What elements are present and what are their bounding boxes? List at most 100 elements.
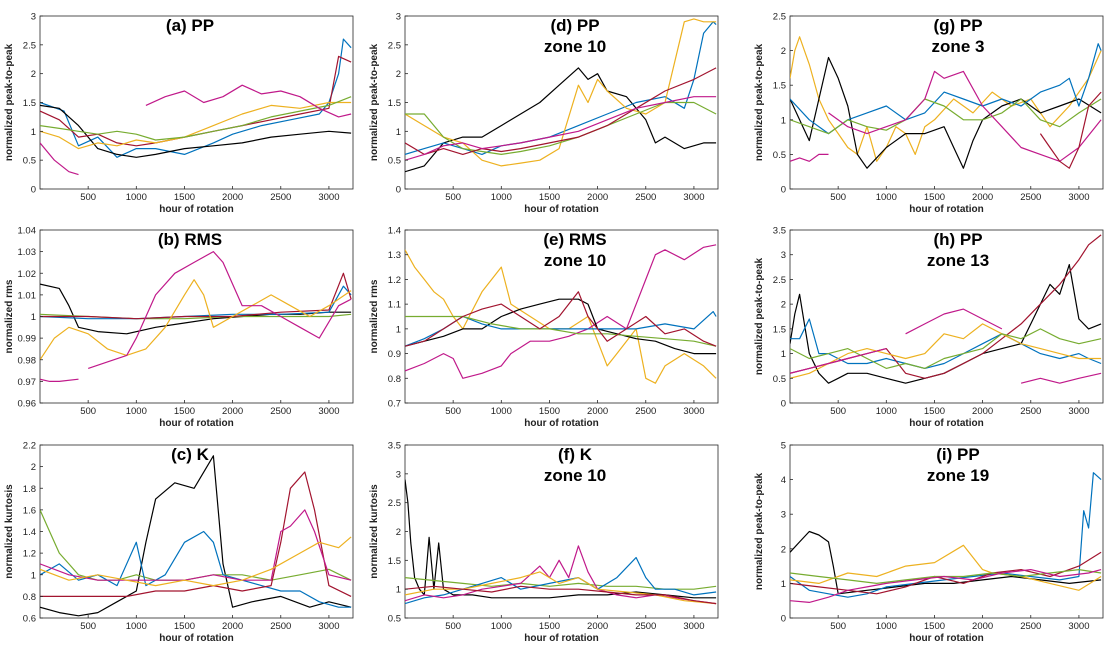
y-tick-label: 1 <box>781 579 786 590</box>
x-tick-label: 3000 <box>318 406 339 417</box>
y-axis-label: normalized peak-to-peak <box>369 43 380 161</box>
y-tick-label: 2 <box>781 544 786 555</box>
y-tick-label: 2 <box>396 527 401 538</box>
y-tick-label: 1.5 <box>23 98 36 109</box>
x-tick-label: 2000 <box>587 621 608 632</box>
x-axis-label: hour of rotation <box>524 204 598 215</box>
x-tick-label: 2500 <box>270 192 291 203</box>
subplot-e: 500 1000 1500 2000 2500 3000 0.7 0.8 0.9 1 1.1 1.2 1… <box>369 226 719 429</box>
y-tick-label: 0 <box>781 185 786 196</box>
subplot-title-g: zone 3 <box>932 37 985 56</box>
x-tick-label: 3000 <box>1068 621 1089 632</box>
y-tick-label: 1.01 <box>18 290 37 301</box>
y-tick-label: 1.04 <box>18 226 37 237</box>
y-tick-label: 1.2 <box>23 549 36 560</box>
x-tick-label: 1000 <box>126 406 147 417</box>
x-tick-label: 1500 <box>174 192 195 203</box>
series-line-e-4 <box>405 315 717 347</box>
subplot-title-f: (f) K <box>558 445 593 464</box>
series-line-c-0 <box>40 455 352 617</box>
y-tick-label: 0.8 <box>23 592 36 603</box>
y-tick-label: 0.96 <box>18 399 37 410</box>
x-axis-label: hour of rotation <box>909 633 983 644</box>
x-tick-label: 500 <box>445 406 461 417</box>
series-line-h-1 <box>790 318 1102 369</box>
series-line-b-0 <box>40 283 352 335</box>
x-tick-label: 2500 <box>1020 192 1041 203</box>
y-tick-label: 2.2 <box>23 441 36 452</box>
y-tick-label: 1.5 <box>773 324 786 335</box>
series-line-c-5 <box>40 536 352 587</box>
y-tick-label: 3.5 <box>773 226 786 237</box>
y-tick-label: 2.5 <box>388 498 401 509</box>
y-tick-label: 4 <box>781 475 786 486</box>
x-tick-label: 2500 <box>270 621 291 632</box>
series-line-b-6 <box>88 251 352 369</box>
x-tick-label: 500 <box>80 192 96 203</box>
series-line-b-2 <box>40 285 352 320</box>
x-tick-label: 500 <box>445 192 461 203</box>
y-tick-label: 0.5 <box>773 150 786 161</box>
x-tick-label: 3000 <box>318 192 339 203</box>
subplot-g: 500 1000 1500 2000 2500 3000 0 0.5 1 1.5 2 2.5 hour … <box>754 12 1104 215</box>
subplot-a: 500 1000 1500 2000 2500 3000 0 0.5 1 1.5 2 2.5 3 hour… <box>4 12 354 215</box>
y-tick-label: 0.6 <box>23 614 36 625</box>
x-tick-label: 2500 <box>270 406 291 417</box>
y-tick-label: 1 <box>396 127 401 138</box>
series-line-e-1 <box>405 244 717 379</box>
x-tick-label: 500 <box>830 192 846 203</box>
x-axis-label: hour of rotation <box>909 204 983 215</box>
x-tick-label: 2000 <box>587 192 608 203</box>
y-tick-label: 0.8 <box>388 374 401 385</box>
series-line-d-4 <box>405 67 717 155</box>
y-tick-label: 0.5 <box>388 614 401 625</box>
x-tick-label: 500 <box>830 406 846 417</box>
subplot-c: 500 1000 1500 2000 2500 3000 0.6 0.8 1 1.2 1.4 1.6 1… <box>4 441 354 644</box>
y-tick-label: 3.5 <box>388 441 401 452</box>
x-tick-label: 2000 <box>222 406 243 417</box>
series-line-h-4 <box>790 328 1102 369</box>
y-tick-label: 2 <box>781 46 786 57</box>
series-line-h-6 <box>905 308 1003 335</box>
x-tick-label: 2000 <box>972 621 993 632</box>
subplot-title-a: (a) PP <box>166 16 214 35</box>
x-tick-label: 1000 <box>876 621 897 632</box>
x-tick-label: 3000 <box>1068 406 1089 417</box>
y-axis-label: normalized peak-to-peak <box>754 43 765 161</box>
series-line-e-2 <box>405 298 717 355</box>
y-tick-label: 1 <box>781 115 786 126</box>
x-tick-label: 2500 <box>1020 621 1041 632</box>
subplot-title-h: zone 13 <box>927 251 989 270</box>
y-tick-label: 0.99 <box>18 334 37 345</box>
y-tick-label: 0 <box>781 399 786 410</box>
y-tick-label: 2 <box>31 69 36 80</box>
x-tick-label: 2500 <box>635 406 656 417</box>
series-line-b-4 <box>40 279 352 361</box>
x-tick-label: 1000 <box>491 621 512 632</box>
y-axis-label: normalized kurtosis <box>369 484 380 579</box>
series-line-h-7 <box>1020 372 1102 384</box>
x-tick-label: 1500 <box>539 192 560 203</box>
y-tick-label: 0.97 <box>18 377 37 388</box>
series-line-b-5 <box>40 378 79 382</box>
y-tick-label: 3 <box>31 12 36 23</box>
x-axis-label: hour of rotation <box>159 633 233 644</box>
y-tick-label: 1 <box>781 349 786 360</box>
x-axis-label: hour of rotation <box>909 418 983 429</box>
y-tick-label: 1.03 <box>18 247 37 258</box>
y-tick-label: 3 <box>396 12 401 23</box>
x-tick-label: 2500 <box>635 621 656 632</box>
subplot-title-e: zone 10 <box>544 251 606 270</box>
subplot-title-c: (c) K <box>171 445 210 464</box>
x-axis-label: hour of rotation <box>159 204 233 215</box>
x-axis-label: hour of rotation <box>524 633 598 644</box>
axes-box-g <box>789 15 1104 190</box>
y-tick-label: 1 <box>31 127 36 138</box>
x-tick-label: 500 <box>830 621 846 632</box>
subplot-title-b: (b) RMS <box>158 230 222 249</box>
y-tick-label: 2.5 <box>23 40 36 51</box>
y-tick-label: 1.4 <box>388 226 401 237</box>
series-line-c-1 <box>40 509 352 581</box>
x-tick-label: 500 <box>445 621 461 632</box>
